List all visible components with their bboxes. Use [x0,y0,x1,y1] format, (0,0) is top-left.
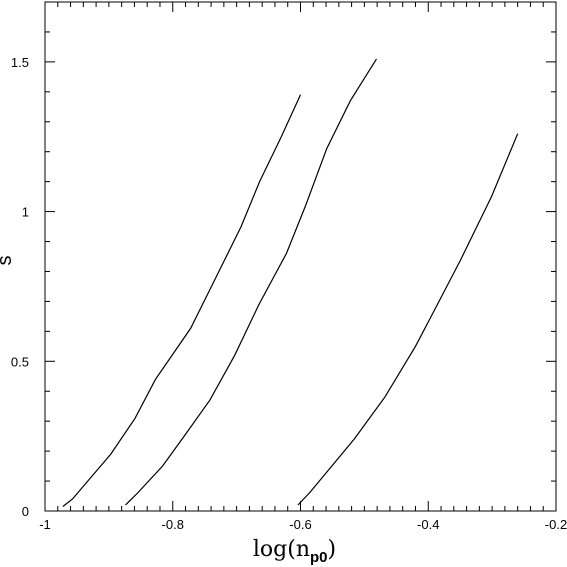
plot-area [44,1,557,512]
series-line-2 [125,58,378,506]
x-axis-label-close: ) [328,537,337,562]
plot-frame [44,1,557,512]
x-tick-label: -0.4 [417,517,439,532]
y-tick-label: 0 [22,504,29,519]
x-axis-label-subscript: p0 [310,549,328,566]
y-tick-label: 1 [22,205,29,220]
series-line-1 [62,94,302,507]
x-tick-label: -0.2 [545,517,567,532]
x-axis-label: log(np0) [253,537,336,566]
axis-ticks [44,1,557,512]
x-tick-labels: -1 -0.8 -0.6 -0.4 -0.2 [39,517,567,532]
y-tick-label: 1.5 [11,55,29,70]
y-tick-label: 0.5 [11,354,29,369]
series-line-3 [297,133,519,506]
x-tick-label: -1 [39,517,51,532]
x-axis-label-main: log(n [253,537,310,562]
x-tick-label: -0.8 [162,517,184,532]
x-tick-label: -0.6 [289,517,311,532]
y-axis-label: s [0,256,16,266]
y-tick-labels: 0 0.5 1 1.5 [11,55,29,519]
series-lines [62,58,519,507]
